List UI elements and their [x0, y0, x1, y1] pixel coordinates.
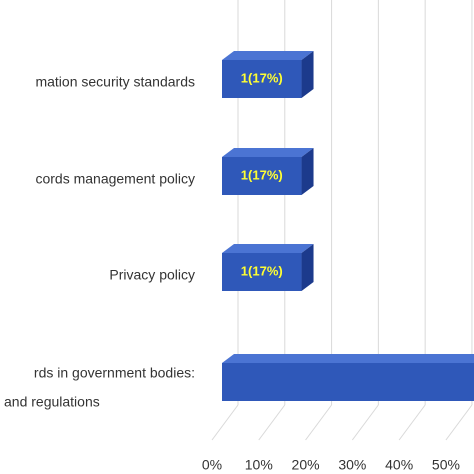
bar: [222, 157, 302, 195]
grid-line: [351, 404, 379, 441]
grid-line: [398, 404, 426, 441]
data-label: 1(17%): [241, 167, 283, 182]
grid-line: [445, 404, 473, 441]
bar-top: [222, 51, 314, 60]
x-tick-label: 20%: [292, 457, 320, 473]
x-tick-label: 30%: [338, 457, 366, 473]
x-tick-label: 10%: [245, 457, 273, 473]
y-tick-label: mation security standards: [35, 74, 195, 90]
bar: [222, 60, 302, 98]
grid-line: [258, 404, 286, 441]
y-tick-label: cords management policy: [35, 171, 195, 187]
x-tick-label: 50%: [432, 457, 460, 473]
data-label: 1(17%): [241, 70, 283, 85]
x-tick-label: 0%: [202, 457, 222, 473]
bar-top: [222, 244, 314, 253]
bar: [222, 253, 302, 291]
grid-line: [305, 404, 332, 441]
grid-line: [211, 404, 239, 441]
bar-top: [222, 354, 474, 363]
x-tick-label: 40%: [385, 457, 413, 473]
y-tick-label: rds in government bodies:: [34, 365, 195, 381]
bar-top: [222, 148, 314, 157]
y-tick-label: Privacy policy: [109, 267, 195, 283]
y-tick-label: and regulations: [4, 394, 100, 410]
bar-side: [301, 51, 314, 98]
bar-side: [301, 148, 314, 195]
bar: [222, 363, 474, 401]
data-label: 1(17%): [241, 263, 283, 278]
bar-side: [301, 244, 314, 291]
